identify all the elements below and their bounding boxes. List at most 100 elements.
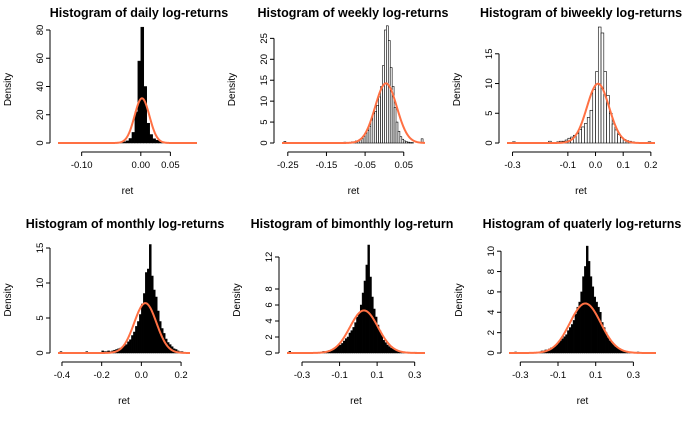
histogram-bar bbox=[610, 342, 613, 354]
histogram-bar bbox=[586, 117, 591, 144]
histogram-bar bbox=[356, 316, 359, 354]
x-tick-label: 0.2 bbox=[174, 370, 187, 381]
y-axis-label: Density bbox=[454, 283, 465, 316]
histogram-panel-4: Histogram of monthly log-returns -0.4 -0.2… bbox=[3, 217, 224, 407]
histogram-bar bbox=[146, 122, 150, 144]
histogram-bar bbox=[574, 314, 578, 354]
histogram-bar bbox=[589, 109, 594, 144]
histogram-bar bbox=[365, 264, 368, 354]
histogram-bar bbox=[565, 334, 568, 354]
x-tick-label: 0.3 bbox=[408, 370, 421, 381]
density-curve bbox=[509, 302, 656, 354]
y-tick-label: 15 bbox=[35, 243, 46, 254]
x-tick-label: -0.25 bbox=[277, 160, 299, 171]
histogram-bar bbox=[137, 321, 140, 354]
histogram-bar bbox=[561, 338, 564, 354]
histogram-bar bbox=[592, 89, 596, 144]
histogram-bar bbox=[569, 327, 572, 354]
y-tick-label: 0 bbox=[486, 350, 497, 355]
x-tick-label: -0.4 bbox=[54, 370, 70, 381]
y-tick-label: 8 bbox=[264, 286, 275, 291]
histogram-bar bbox=[612, 344, 615, 354]
histogram-bar bbox=[606, 337, 610, 354]
y-tick-label: 8 bbox=[486, 269, 497, 274]
histogram-bar bbox=[582, 276, 585, 354]
histogram-bar bbox=[595, 71, 599, 144]
histogram-bar bbox=[586, 245, 589, 354]
y-tick-label: 10 bbox=[484, 78, 495, 89]
y-tick-label: 0 bbox=[259, 140, 270, 145]
x-tick-label: -0.3 bbox=[504, 160, 520, 171]
x-axis-label: ret bbox=[350, 396, 362, 407]
y-tick-label: 0 bbox=[264, 350, 275, 355]
histogram-bar bbox=[341, 343, 344, 354]
histogram-bar bbox=[608, 340, 612, 354]
histogram-bar bbox=[143, 86, 147, 144]
histogram-bar bbox=[557, 342, 561, 354]
y-tick-label: 40 bbox=[35, 81, 46, 92]
y-axis-label: Density bbox=[3, 73, 14, 106]
histogram-panel-6: Histogram of quaterly log-returns -0.3 -0.… bbox=[454, 217, 681, 407]
y-tick-label: 10 bbox=[486, 246, 497, 257]
histogram-panel-1: Histogram of daily log-returns -0.10 0.00 0… bbox=[3, 6, 228, 197]
histogram-bar bbox=[563, 336, 566, 354]
histogram-bar bbox=[155, 139, 159, 144]
histogram-bar bbox=[589, 276, 593, 354]
histogram-bar bbox=[559, 340, 563, 354]
histogram-bar bbox=[131, 132, 136, 144]
y-tick-label: 5 bbox=[484, 111, 495, 116]
y-tick-label: 2 bbox=[264, 334, 275, 339]
histogram-bar bbox=[382, 339, 385, 354]
histogram-bar bbox=[152, 138, 156, 144]
y-tick-label: 5 bbox=[35, 315, 46, 320]
histogram-bar bbox=[390, 347, 393, 354]
x-tick-label: 0.1 bbox=[589, 370, 602, 381]
y-tick-label: 20 bbox=[35, 109, 46, 120]
x-tick-label: -0.1 bbox=[560, 160, 576, 171]
y-tick-label: 20 bbox=[259, 54, 270, 65]
panel-title: Histogram of daily log-returns bbox=[50, 6, 229, 20]
histogram-bar bbox=[147, 268, 150, 354]
y-tick-label: 60 bbox=[35, 53, 46, 64]
histogram-bar bbox=[371, 296, 374, 354]
x-axis-label: ret bbox=[577, 396, 589, 407]
x-tick-label: -0.10 bbox=[71, 160, 93, 171]
histogram-bar bbox=[591, 286, 595, 354]
histogram-bar bbox=[567, 330, 570, 354]
y-tick-label: 6 bbox=[486, 289, 497, 294]
histogram-bar bbox=[367, 244, 370, 354]
y-tick-label: 15 bbox=[484, 49, 495, 60]
histogram-bar bbox=[603, 71, 607, 144]
histogram-bar bbox=[584, 123, 588, 144]
x-tick-label: -0.3 bbox=[294, 370, 310, 381]
y-axis-label: Density bbox=[232, 283, 243, 316]
x-tick-label: 0.05 bbox=[394, 160, 413, 171]
density-curve bbox=[58, 97, 197, 144]
histogram-bar bbox=[358, 312, 361, 354]
histogram-bar bbox=[129, 339, 132, 354]
histogram-bar bbox=[149, 134, 153, 144]
density-curve bbox=[507, 82, 655, 144]
y-tick-label: 0 bbox=[484, 140, 495, 145]
histogram-bar bbox=[614, 346, 617, 354]
x-tick-label: 0.1 bbox=[371, 370, 384, 381]
histogram-bar bbox=[611, 123, 616, 144]
panel-title: Histogram of monthly log-returns bbox=[26, 217, 225, 231]
y-axis-label: Density bbox=[3, 283, 14, 316]
x-tick-label: -0.05 bbox=[354, 160, 376, 171]
histogram-bar bbox=[595, 301, 598, 354]
histogram-bar bbox=[581, 126, 585, 144]
x-tick-label: 0.0 bbox=[589, 160, 602, 171]
histogram-bar bbox=[584, 266, 587, 354]
histogram-bar bbox=[580, 291, 583, 354]
x-tick-label: 0.0 bbox=[135, 370, 148, 381]
x-tick-label: -0.1 bbox=[331, 370, 347, 381]
x-tick-label: -0.3 bbox=[512, 370, 528, 381]
histogram-bar bbox=[388, 346, 391, 354]
histogram-bar bbox=[386, 344, 389, 354]
histogram-bar bbox=[343, 340, 346, 354]
histogram-bar bbox=[133, 331, 136, 354]
x-axis-label: ret bbox=[118, 396, 130, 407]
density-curve bbox=[282, 82, 426, 144]
